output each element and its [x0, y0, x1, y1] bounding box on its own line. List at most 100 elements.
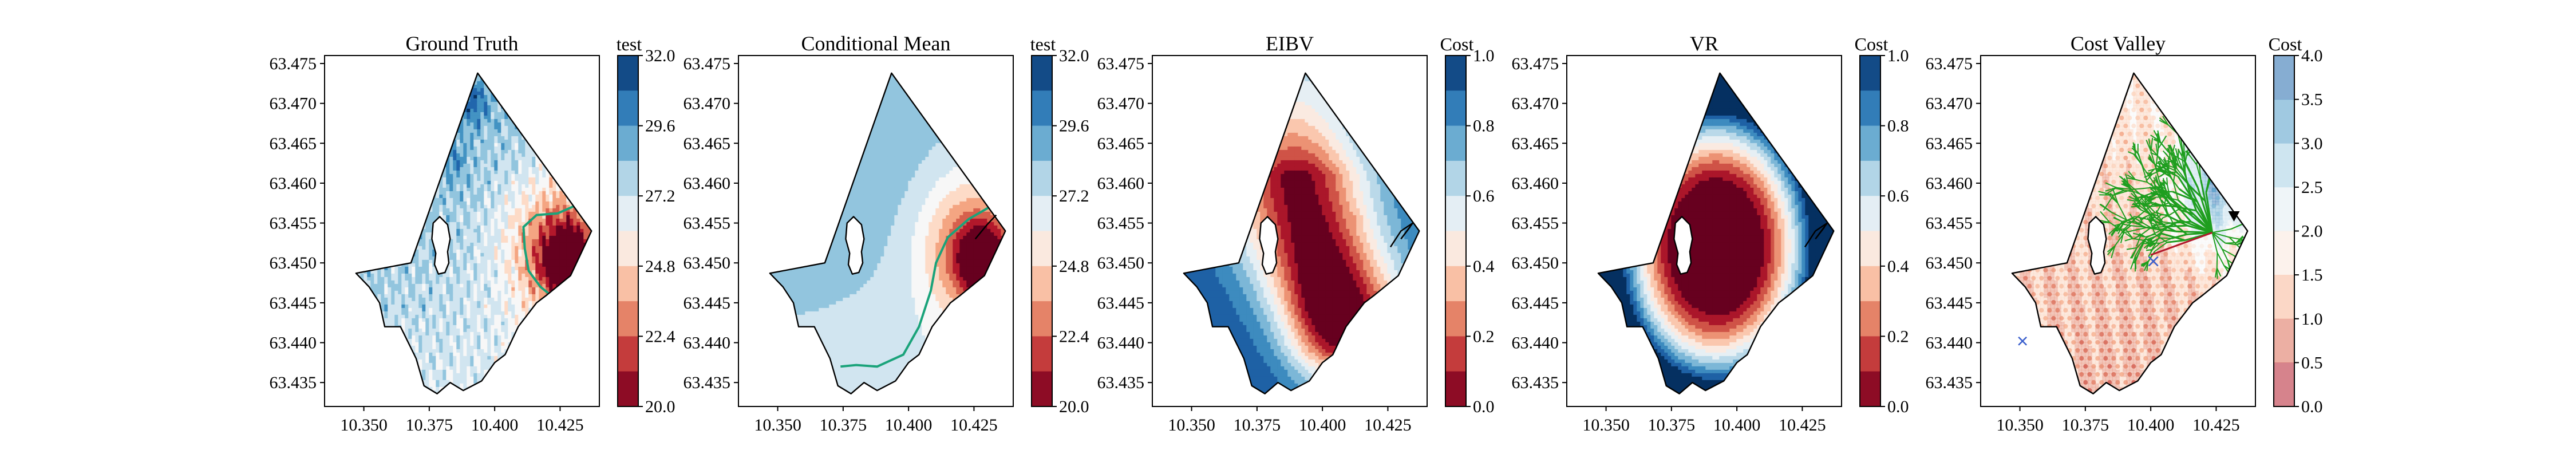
x-tick-label: 10.425	[536, 416, 584, 435]
field-eibv	[1183, 73, 1420, 394]
y-tick-label: 63.455	[1097, 214, 1145, 233]
x-tick-label: 10.425	[1779, 416, 1826, 435]
colorbar-tick-label: 22.4	[645, 327, 675, 346]
y-tick-label: 63.470	[270, 94, 317, 113]
colorbar-tick-label: 29.6	[645, 117, 675, 136]
colorbar-tick-label: 22.4	[1059, 327, 1089, 346]
y-tick-label: 63.460	[1097, 174, 1145, 193]
y-tick-label: 63.475	[270, 54, 317, 73]
y-tick-label: 63.455	[1512, 214, 1559, 233]
planned-path	[2150, 231, 2213, 256]
colorbar-tick-label: 0.5	[2301, 353, 2323, 372]
panel-title: Ground Truth	[405, 32, 518, 55]
field-cm	[769, 73, 1006, 394]
axes-frame	[324, 55, 600, 407]
x-tick-label: 10.400	[1713, 416, 1761, 435]
axes-frame	[1980, 55, 2256, 407]
colorbar: 4.0 3.5 3.0 2.5 2.0 1.5 1.0 0.5 0.0 Cost	[2269, 34, 2323, 416]
colorbar-title: test	[617, 34, 642, 54]
panel-title: EIBV	[1266, 32, 1314, 55]
y-tick-label: 63.470	[1926, 94, 1973, 113]
x-tick-label: 10.400	[885, 416, 933, 435]
domain-outline	[1597, 72, 1835, 394]
x-tick-label: 10.425	[2192, 416, 2240, 435]
colorbar-tick-label: 29.6	[1059, 117, 1089, 136]
x-tick-label: 10.400	[1299, 416, 1346, 435]
y-tick-label: 63.440	[1097, 334, 1145, 353]
x-tick-label: 10.375	[1648, 416, 1696, 435]
domain-outline	[769, 72, 1006, 394]
x-tick-label: 10.350	[1582, 416, 1630, 435]
y-tick-label: 63.440	[1926, 334, 1973, 353]
colorbar-tick-label: 1.0	[1887, 46, 1909, 65]
y-tick-label: 63.435	[1097, 373, 1145, 392]
colorbar: 1.0 0.8 0.6 0.4 0.2 0.0 Cost	[1440, 34, 1495, 416]
x-tick-label: 10.375	[406, 416, 453, 435]
x-tick-label: 10.400	[471, 416, 519, 435]
panel-title: Conditional Mean	[801, 32, 951, 55]
colorbar-title: Cost	[2269, 34, 2302, 54]
y-tick-label: 63.450	[1097, 254, 1145, 273]
colorbar-tick-label: 0.0	[1473, 397, 1495, 416]
y-tick-label: 63.435	[1512, 373, 1559, 392]
y-tick-label: 63.465	[1926, 134, 1973, 153]
y-tick-label: 63.470	[683, 94, 731, 113]
island	[431, 216, 451, 275]
island	[2087, 216, 2107, 275]
y-tick-label: 63.445	[270, 294, 317, 313]
panel-gt: 63.475 63.470 63.465 63.460 63.455 63.450 63.4…	[270, 32, 675, 435]
x-tick-label: 10.350	[1168, 416, 1215, 435]
y-tick-label: 63.445	[1512, 294, 1559, 313]
field-gt	[355, 73, 592, 394]
y-tick-label: 63.440	[270, 334, 317, 353]
y-tick-label: 63.465	[683, 134, 731, 153]
colorbar-tick-label: 4.0	[2301, 46, 2323, 65]
y-tick-label: 63.460	[1512, 174, 1559, 193]
colorbar: 32.0 29.6 27.2 24.8 22.4 20.0 test	[1030, 34, 1089, 416]
colorbar-tick-label: 0.0	[2301, 397, 2323, 416]
x-tick-label: 10.375	[1234, 416, 1281, 435]
colorbar: 32.0 29.6 27.2 24.8 22.4 20.0 test	[617, 34, 675, 416]
x-tick-label: 10.425	[950, 416, 998, 435]
colorbar-tick-label: 27.2	[645, 187, 675, 206]
y-tick-label: 63.445	[1926, 294, 1973, 313]
y-tick-label: 63.445	[683, 294, 731, 313]
island	[1673, 216, 1693, 275]
colorbar-tick-label: 3.5	[2301, 90, 2323, 109]
y-tick-label: 63.450	[270, 254, 317, 273]
y-tick-label: 63.470	[1512, 94, 1559, 113]
colorbar-tick-label: 0.8	[1473, 117, 1495, 136]
y-tick-label: 63.435	[1926, 373, 1973, 392]
colorbar-tick-label: 2.5	[2301, 178, 2323, 197]
colorbar-tick-label: 20.0	[645, 397, 675, 416]
x-tick-label: 10.425	[1364, 416, 1412, 435]
x-tick-label: 10.350	[340, 416, 388, 435]
start-marker	[2148, 256, 2159, 267]
colorbar-tick-label: 1.0	[2301, 310, 2323, 329]
colorbar-tick-label: 0.6	[1473, 187, 1495, 206]
colorbar: 1.0 0.8 0.6 0.4 0.2 0.0 Cost	[1855, 34, 1909, 416]
colorbar-tick-label: 32.0	[1059, 46, 1089, 65]
panel-cv: 63.475 63.470 63.465 63.460 63.455 63.450 63.4…	[1926, 32, 2323, 435]
panel-title: VR	[1690, 32, 1718, 55]
y-tick-label: 63.470	[1097, 94, 1145, 113]
y-tick-label: 63.440	[1512, 334, 1559, 353]
waypoint-marker	[2018, 336, 2028, 346]
y-tick-label: 63.455	[270, 214, 317, 233]
colorbar-tick-label: 0.6	[1887, 187, 1909, 206]
y-tick-label: 63.460	[1926, 174, 1973, 193]
y-tick-label: 63.435	[270, 373, 317, 392]
colorbar-tick-label: 27.2	[1059, 187, 1089, 206]
colorbar-title: Cost	[1440, 34, 1474, 54]
panel-title: Cost Valley	[2071, 32, 2166, 55]
y-tick-label: 63.475	[683, 54, 731, 73]
y-tick-label: 63.455	[683, 214, 731, 233]
y-tick-label: 63.465	[1512, 134, 1559, 153]
colorbar-tick-label: 32.0	[645, 46, 675, 65]
colorbar-tick-label: 1.0	[1473, 46, 1495, 65]
y-tick-label: 63.460	[683, 174, 731, 193]
colorbar-title: test	[1030, 34, 1056, 54]
panel-eibv: 63.475 63.470 63.465 63.460 63.455 63.450 63.4…	[1097, 32, 1495, 435]
axes-frame	[738, 55, 1014, 407]
